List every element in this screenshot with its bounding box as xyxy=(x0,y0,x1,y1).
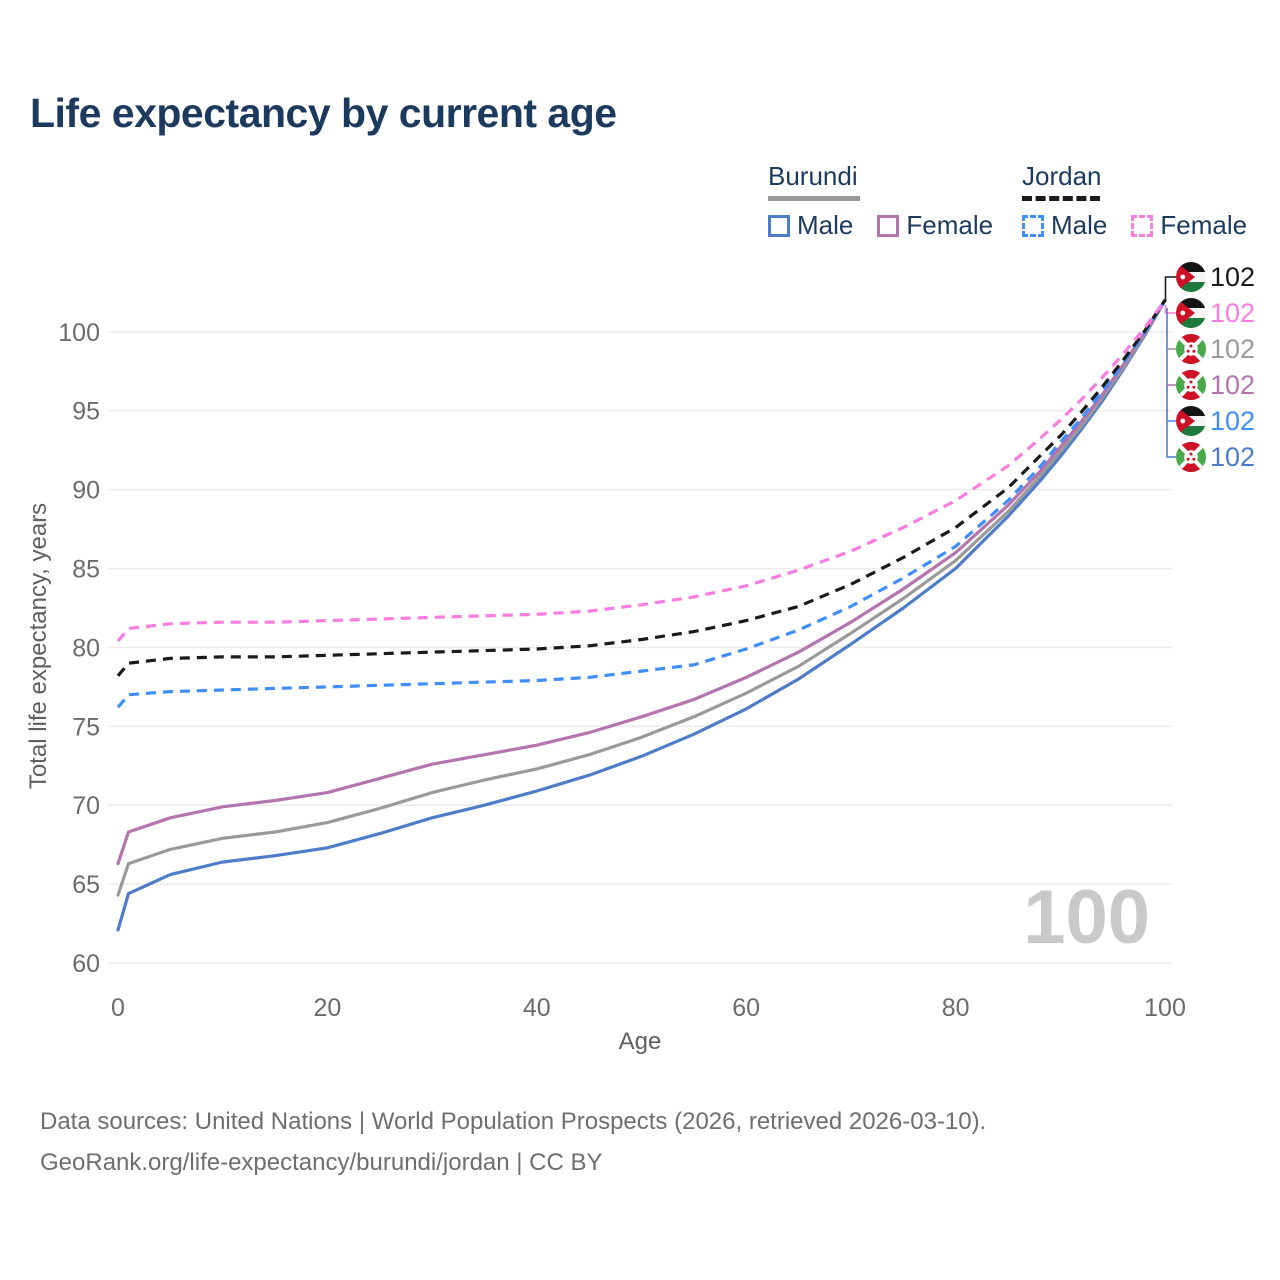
x-tick-0: 0 xyxy=(111,994,125,1022)
y-tick-65: 65 xyxy=(72,871,100,899)
series-line-jordan_total[interactable] xyxy=(116,299,1167,677)
legend-group-jordan: Jordan Male Female xyxy=(1022,161,1247,241)
footer: Data sources: United Nations | World Pop… xyxy=(40,1101,986,1183)
y-tick-70: 70 xyxy=(72,792,100,820)
end-value-jordan_male: 102 xyxy=(1210,406,1255,436)
series-line-jordan_female[interactable] xyxy=(116,299,1167,643)
burundi-solid-line-swatch xyxy=(768,196,860,201)
legend-item-jordan-female[interactable]: Female xyxy=(1131,210,1247,241)
series-line-burundi_male[interactable] xyxy=(116,298,1167,932)
series-line-burundi_total[interactable] xyxy=(116,298,1167,897)
jordan-dashed-line-swatch xyxy=(1022,196,1100,201)
legend-label-burundi-male: Male xyxy=(797,210,854,240)
legend-item-burundi-female[interactable]: Female xyxy=(877,210,993,241)
x-tick-20: 20 xyxy=(313,994,341,1022)
legend-item-jordan-male[interactable]: Male xyxy=(1022,210,1107,241)
y-tick-100: 100 xyxy=(58,319,100,347)
end-label-connector-burundi_male xyxy=(1166,308,1176,458)
legend-country-jordan[interactable]: Jordan xyxy=(1022,161,1102,201)
burundi-flag-icon xyxy=(1176,370,1206,400)
y-axis-title: Total life expectancy, years xyxy=(25,503,52,789)
end-value-jordan_female: 102 xyxy=(1210,298,1255,328)
footer-attribution: GeoRank.org/life-expectancy/burundi/jord… xyxy=(40,1149,603,1176)
series-end-labels: 102 102 102 102 102 102 xyxy=(1164,262,1255,472)
jordan-flag-icon xyxy=(1176,298,1206,328)
legend-country-burundi-label: Burundi xyxy=(768,161,858,191)
legend-items-burundi: Male Female xyxy=(768,210,993,241)
series-line-jordan_male[interactable] xyxy=(116,299,1167,709)
end-value-burundi_male: 102 xyxy=(1210,442,1255,472)
x-tick-80: 80 xyxy=(942,994,970,1022)
x-tick-40: 40 xyxy=(523,994,551,1022)
legend-label-burundi-female: Female xyxy=(906,210,994,240)
x-tick-100: 100 xyxy=(1144,994,1186,1022)
y-tick-75: 75 xyxy=(72,713,100,741)
legend-country-burundi[interactable]: Burundi xyxy=(768,161,860,201)
age-counter-watermark: 100 xyxy=(1023,875,1150,960)
end-value-jordan_total: 102 xyxy=(1210,262,1255,292)
y-tick-60: 60 xyxy=(72,950,100,978)
jordan-flag-icon xyxy=(1176,406,1206,436)
jordan-flag-icon xyxy=(1176,262,1206,292)
end-label-connector-jordan_total xyxy=(1164,276,1176,302)
series-lines xyxy=(116,298,1167,932)
legend-label-jordan-male: Male xyxy=(1051,210,1108,240)
y-tick-80: 80 xyxy=(72,634,100,662)
burundi-flag-icon xyxy=(1176,334,1206,364)
jordan-female-swatch xyxy=(1131,214,1154,237)
burundi-female-swatch xyxy=(877,214,900,237)
legend-country-jordan-label: Jordan xyxy=(1022,161,1102,191)
end-value-burundi_female: 102 xyxy=(1210,370,1255,400)
page-title: Life expectancy by current age xyxy=(30,90,617,136)
y-axis-tick-labels: 60 65 70 75 80 85 90 95 100 xyxy=(58,319,100,978)
x-axis-title: Age xyxy=(619,1028,662,1055)
x-tick-60: 60 xyxy=(732,994,760,1022)
gridlines xyxy=(108,330,1172,964)
end-value-burundi_total: 102 xyxy=(1210,334,1255,364)
legend-label-jordan-female: Female xyxy=(1160,210,1248,240)
y-tick-95: 95 xyxy=(72,398,100,426)
end-label-connector-jordan_female xyxy=(1164,305,1176,314)
y-tick-85: 85 xyxy=(72,556,100,584)
burundi-flag-icon xyxy=(1176,442,1206,472)
y-tick-90: 90 xyxy=(72,477,100,505)
legend-items-jordan: Male Female xyxy=(1022,210,1247,241)
burundi-male-swatch xyxy=(768,214,790,237)
jordan-male-swatch xyxy=(1022,214,1044,237)
legend-item-burundi-male[interactable]: Male xyxy=(768,210,853,241)
x-axis-tick-labels: 0 20 40 60 80 100 xyxy=(111,994,1186,1022)
legend-group-burundi: Burundi Male Female xyxy=(768,161,993,241)
series-line-burundi_female[interactable] xyxy=(116,298,1167,866)
footer-data-sources: Data sources: United Nations | World Pop… xyxy=(40,1108,987,1135)
